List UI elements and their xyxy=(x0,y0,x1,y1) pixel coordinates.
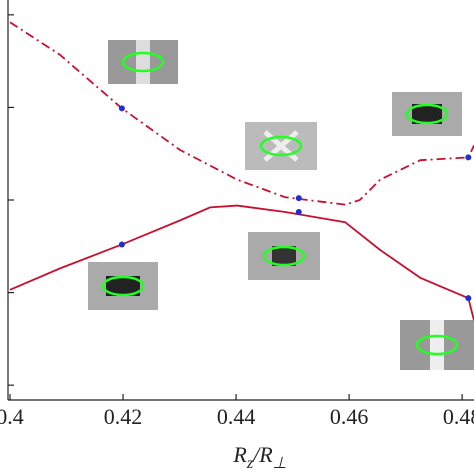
point xyxy=(465,154,472,161)
line xyxy=(9,21,474,206)
x-tick-label: 0.42 xyxy=(104,404,143,429)
point xyxy=(118,241,125,248)
line xyxy=(9,204,474,321)
point xyxy=(295,195,302,202)
point xyxy=(465,295,472,302)
x-tick-label: 0.46 xyxy=(330,404,369,429)
x-tick-label: 0.48 xyxy=(443,404,474,429)
point xyxy=(295,209,302,216)
x-tick-label: 0.4 xyxy=(0,404,24,429)
x-axis-label: Rz/R⊥ xyxy=(232,442,286,472)
insets xyxy=(88,40,474,370)
point xyxy=(118,105,125,112)
x-tick-label: 0.44 xyxy=(217,404,256,429)
